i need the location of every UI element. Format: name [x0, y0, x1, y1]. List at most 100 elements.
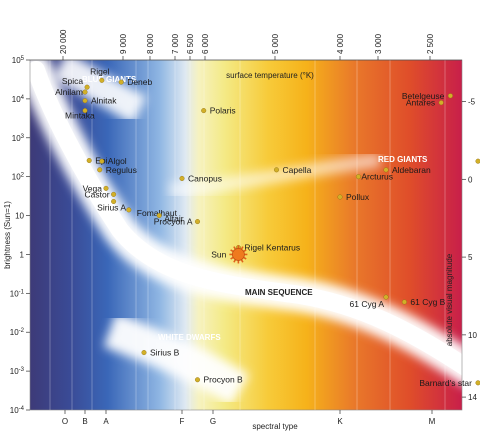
- star-label-procyon-a: Procyon A: [154, 217, 193, 227]
- spectral-label-k: K: [337, 417, 343, 426]
- star-label-spica: Spica: [62, 76, 84, 86]
- star-dot-61-cyg-a: [383, 294, 389, 300]
- top-tick-label-5: 6 000: [201, 33, 210, 54]
- left-axis: brightness (Sun=1) 10510410310210110-110…: [3, 56, 30, 415]
- right-tick-label-3: 10: [468, 331, 477, 340]
- top-tick-label-0: 20 000: [59, 29, 68, 54]
- spectral-label-b: B: [82, 417, 87, 426]
- x-axis-title: spectral type: [252, 422, 298, 431]
- left-tick-label-9: 10-4: [10, 406, 25, 415]
- star-label-aldebaran: Aldebaran: [392, 165, 431, 175]
- star-label-rigel-kentarus: Rigel Kentarus: [244, 243, 300, 253]
- star-label-canopus: Canopus: [188, 173, 222, 183]
- right-tick-label-4: 14: [468, 393, 477, 402]
- star-label-regulus: Regulus: [106, 165, 137, 175]
- left-tick-label-7: 10-2: [10, 328, 25, 337]
- spectrum-background: [30, 60, 462, 410]
- plot-area: [29, 59, 463, 411]
- star-label-alnilam: Alnilam: [55, 87, 83, 97]
- sun-disc: [231, 248, 245, 261]
- star-dot-altair: [156, 213, 162, 219]
- star-label-procyon-b: Procyon B: [204, 375, 244, 385]
- left-tick-label-0: 105: [12, 56, 25, 65]
- right-tick-label-2: 5: [468, 253, 473, 262]
- star-dot-procyon-b: [194, 377, 200, 383]
- bottom-axis: spectral type O B A F G K M: [62, 410, 436, 431]
- top-tick-label-4: 6 500: [186, 33, 195, 54]
- star-label-polaris: Polaris: [210, 106, 236, 116]
- top-tick-label-8: 3 000: [374, 33, 383, 54]
- star-label-deneb: Deneb: [127, 77, 152, 87]
- main-sequence-core: [30, 61, 462, 376]
- top-tick-label-2: 8 000: [146, 33, 155, 54]
- star-dot-procyon-a: [194, 219, 200, 225]
- left-tick-label-6: 10-1: [10, 289, 25, 298]
- region-red-giants: RED GIANTS: [378, 155, 428, 164]
- star-dot-vega: [103, 185, 109, 191]
- left-tick-label-1: 104: [12, 95, 25, 104]
- star-label-capella: Capella: [283, 165, 312, 175]
- spectral-label-o: O: [62, 417, 68, 426]
- star-sun: [229, 245, 248, 264]
- left-tick-label-4: 10: [15, 212, 24, 221]
- star-dot-polaris: [201, 108, 207, 114]
- star-label-fomalhaut: Fomalhaut: [137, 208, 178, 218]
- star-dot-algol: [99, 158, 105, 164]
- star-dot-alnilam: [82, 89, 88, 95]
- star-dot-mintaka: [82, 108, 88, 114]
- star-label-rigel: Rigel: [90, 66, 109, 76]
- top-tick-label-9: 2 500: [426, 33, 435, 54]
- star-dot-spica: [84, 84, 90, 90]
- right-axis-title: absolute visual magnitude: [445, 253, 454, 346]
- white-dwarf-band: [103, 313, 250, 406]
- star-dot-regulus: [97, 167, 103, 173]
- star-label-sun: Sun: [211, 249, 226, 259]
- star-label-alnitak: Alnitak: [91, 96, 117, 106]
- right-tick-label-1: 0: [468, 175, 473, 184]
- giant-branch-band: [169, 153, 381, 197]
- star-label-castor: Castor: [85, 189, 110, 199]
- spectral-label-g: G: [210, 417, 216, 426]
- star-dot-aldebaran: [383, 167, 389, 173]
- right-tick-label-0: -5: [468, 98, 476, 107]
- region-main-sequence: MAIN SEQUENCE: [245, 288, 313, 297]
- star-dot-rigel: [99, 77, 105, 83]
- star-dot-deneb: [118, 79, 124, 85]
- y-axis-title: brightness (Sun=1): [3, 201, 12, 269]
- star-dot-sirius-a: [111, 198, 117, 204]
- star-label-barnard-s-star: Barnard's star: [419, 378, 472, 388]
- star-dot-epi: [86, 158, 92, 164]
- top-axis: surface temperature (°K) 20 000 9 000 8 00…: [30, 29, 462, 80]
- star-points: SpicaRigelDenebAlnilamAlnitakMintakaEpiA…: [55, 66, 480, 388]
- star-dot-capella: [274, 167, 280, 173]
- star-dot-mira: [475, 158, 480, 164]
- star-dot-alnitak: [82, 98, 88, 104]
- star-label-sirius-b: Sirius B: [150, 348, 180, 358]
- star-label-pollux: Pollux: [346, 192, 370, 202]
- star-label-sirius-a: Sirius A: [97, 202, 126, 212]
- spectral-label-f: F: [180, 417, 185, 426]
- star-label-betelgeuse: Betelgeuse: [402, 91, 445, 101]
- star-label-vega: Vega: [83, 183, 103, 193]
- left-tick-label-8: 10-3: [10, 367, 25, 376]
- star-dot-canopus: [179, 175, 185, 181]
- star-label-arcturus: Arcturus: [361, 172, 393, 182]
- top-tick-label-3: 7 000: [171, 33, 180, 54]
- region-labels: BLUE GIANTS RED GIANTS MAIN SEQUENCE WHITE …: [82, 75, 428, 342]
- star-dot-arcturus: [355, 174, 361, 180]
- left-tick-label-5: 1: [20, 250, 25, 259]
- star-label-antares: Antares: [406, 98, 435, 108]
- left-tick-label-3: 102: [12, 173, 25, 182]
- star-label-altair: Altair: [164, 214, 184, 224]
- star-label-61-cyg-b: 61 Cyg B: [410, 297, 445, 307]
- left-tick-label-2: 103: [12, 134, 25, 143]
- star-label-mintaka: Mintaka: [65, 111, 95, 121]
- region-white-dwarfs: WHITE DWARFS: [158, 333, 221, 342]
- top-tick-label-6: 5 000: [271, 33, 280, 54]
- star-dot-sirius-b: [141, 350, 147, 356]
- star-dot-castor: [111, 191, 117, 197]
- spectral-label-a: A: [103, 417, 109, 426]
- top-axis-title: surface temperature (°K): [226, 71, 314, 80]
- spectral-gridlines: [49, 60, 446, 410]
- blue-giant-band: [52, 60, 147, 124]
